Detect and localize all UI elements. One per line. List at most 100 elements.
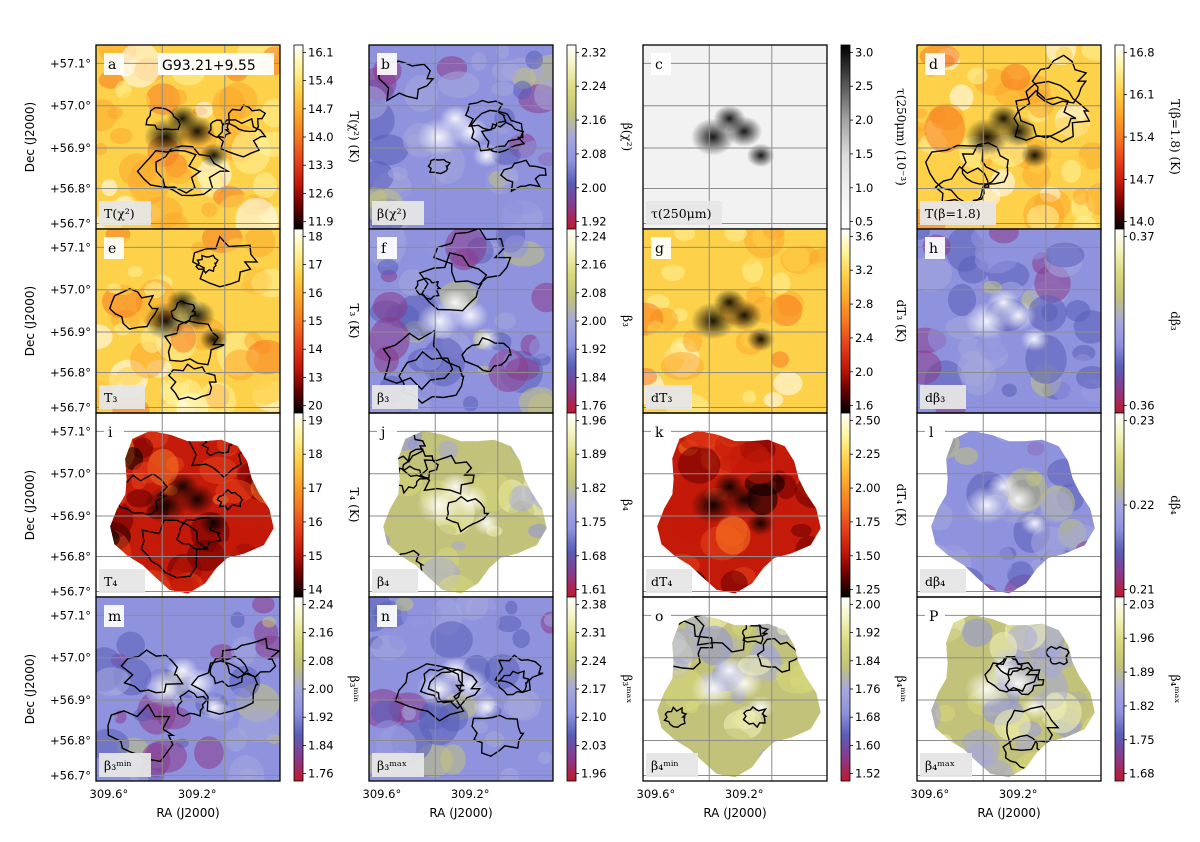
panel-quantity-label: τ(250μm) [646,201,722,225]
colorbar-e: 18 17 16 15 14 13 20 T₃ (K) [293,228,361,414]
colorbar-tick: 1.52 [855,767,881,781]
panel-o: o β₄ᵐⁱⁿ 2.00 1.92 1.84 1.76 1.68 1.60 1.52 β₄ᵐⁱⁿ [642,596,908,782]
dec-tick-label: +57.1° [50,424,91,438]
panel-quantity-label: β₃ [372,385,418,409]
map-image-g [643,229,827,413]
svg-text:β(χ²): β(χ²) [377,206,407,221]
colorbar-tick: 15.4 [308,74,334,88]
colorbar-tick: 1.92 [308,710,334,724]
colorbar-tick: 1.61 [581,583,607,597]
colorbar-tick: 1.89 [581,447,607,461]
panel-l: l dβ₄ 0.23 0.22 0.21 dβ₄ [916,412,1182,598]
svg-text:T(β=1.8): T(β=1.8) [925,206,981,221]
panel-letter: c [651,53,671,75]
colorbar-tick: 2.25 [855,447,881,461]
panel-letter: e [104,237,124,259]
map-image-f [369,229,553,413]
svg-text:β₃ᵐⁱⁿ: β₃ᵐⁱⁿ [104,758,132,773]
colorbar-label: dT₃ (K) [894,300,908,343]
colorbar-tick: 16.1 [1129,88,1155,102]
colorbar-tick: 3.2 [855,263,873,277]
svg-text:g: g [655,241,664,257]
panel-m: m β₃ᵐⁱⁿ 2.24 2.16 2.08 2.00 1.92 1.84 1.76 β₃ᵐⁱⁿ [95,596,361,782]
svg-text:j: j [379,425,385,441]
colorbar-tick: 19 [308,413,323,427]
panel-letter: k [651,421,671,443]
colorbar-tick: 2.16 [581,113,607,127]
panel-letter: m [104,605,124,627]
colorbar-tick: 1.76 [308,767,334,781]
colorbar-tick: 1.75 [1129,733,1155,747]
panel-letter: a [104,53,124,75]
x-axis-label: RA (J2000) [703,806,766,820]
dec-tick-label: +57.1° [50,56,91,70]
colorbar-tick: 1.75 [855,515,881,529]
colorbar-label: dβ₃ [1168,311,1182,331]
svg-text:d: d [929,57,938,73]
colorbar-label: dβ₄ [1168,495,1182,515]
y-axis-label: Dec (J2000) [23,286,37,356]
dec-tick-label: +56.9° [50,141,91,155]
colorbar-tick: 2.00 [581,181,607,195]
panel-quantity-label: T₄ [99,569,145,593]
panel-letter: o [651,605,671,627]
panel-quantity-label: β₃ᵐⁱⁿ [99,753,151,777]
colorbar-tick: 1.60 [855,738,881,752]
ra-tick-label: 309.6° [911,787,950,801]
colorbar-tick: 1.6 [855,399,873,413]
colorbar-tick: 2.24 [581,229,607,243]
dec-tick-label: +56.7° [50,584,91,598]
dec-tick-label: +57.1° [50,240,91,254]
colorbar-tick: 2.17 [581,682,607,696]
colorbar-tick: 2.00 [855,597,881,611]
panel-quantity-label: T₃ [99,385,145,409]
colorbar-tick: 14.7 [1129,172,1155,186]
colorbar-tick: 2.38 [581,597,607,611]
dec-tick-label: +56.8° [50,550,91,564]
dec-tick-label: +57.0° [50,467,91,481]
colorbar-g: 3.6 3.2 2.8 2.4 2.0 1.6 dT₃ (K) [840,228,908,414]
colorbar-tick: 15.4 [1129,130,1155,144]
colorbar-tick: 2.00 [855,481,881,495]
y-axis-label: Dec (J2000) [23,102,37,172]
colorbar-label: dT₄ (K) [894,484,908,527]
dec-tick-label: +56.9° [50,509,91,523]
colorbar-tick: 0.23 [1129,413,1155,427]
svg-text:β₄: β₄ [377,574,389,589]
colorbar-tick: 2.32 [581,45,607,59]
panel-n: n β₃ᵐᵃˣ 2.38 2.31 2.24 2.17 2.10 2.03 1.96 β₃ᵐᵃˣ [368,596,634,782]
svg-text:o: o [655,609,663,625]
colorbar-tick: 14.0 [308,130,334,144]
svg-text:dT₄: dT₄ [651,574,672,589]
colorbar-tick: 16 [308,286,323,300]
colorbar-tick: 14.0 [1129,215,1155,229]
x-axis-label: RA (J2000) [156,806,219,820]
panel-letter: P [925,605,945,627]
map-image-h [917,229,1101,413]
panel-d: d T(β=1.8) 16.8 16.1 15.4 14.7 14.0 T(β=1.8) (K… [916,44,1182,230]
panel-c: c τ(250μm) 3.0 2.5 2.0 1.5 1.0 0.5 τ(250μm) (10⁻… [642,44,908,230]
colorbar-tick: 2.8 [855,297,873,311]
colorbar-label: β₄ᵐⁱⁿ [894,676,908,703]
colorbar-label: β₃ᵐᵃˣ [620,675,634,704]
panel-grid: a G93.21+9.55 T(χ²) 16.1 15.4 14.7 14.0 13.3 12.… [95,44,1182,782]
colorbar-tick: 1.50 [855,549,881,563]
colorbar-tick: 1.76 [855,682,881,696]
colorbar-tick: 1.25 [855,583,881,597]
panel-e: e T₃ 18 17 16 15 14 13 20 T₃ (K) [95,228,361,414]
colorbar-tick: 1.68 [855,710,881,724]
panel-letter: g [651,237,671,259]
colorbar-tick: 20 [308,399,323,413]
dec-tick-label: +56.9° [50,325,91,339]
colorbar-tick: 1.68 [1129,767,1155,781]
panel-frame [95,596,281,782]
source-name: G93.21+9.55 [158,53,274,75]
colorbar-tick: 14 [308,342,323,356]
colorbar-label: T(χ²) (K) [347,111,361,163]
panel-quantity-label: β₄ [372,569,418,593]
colorbar-label: β₃ [620,315,634,327]
svg-text:G93.21+9.55: G93.21+9.55 [162,58,256,74]
ra-tick-label: 309.2° [451,787,490,801]
svg-text:k: k [655,425,664,441]
